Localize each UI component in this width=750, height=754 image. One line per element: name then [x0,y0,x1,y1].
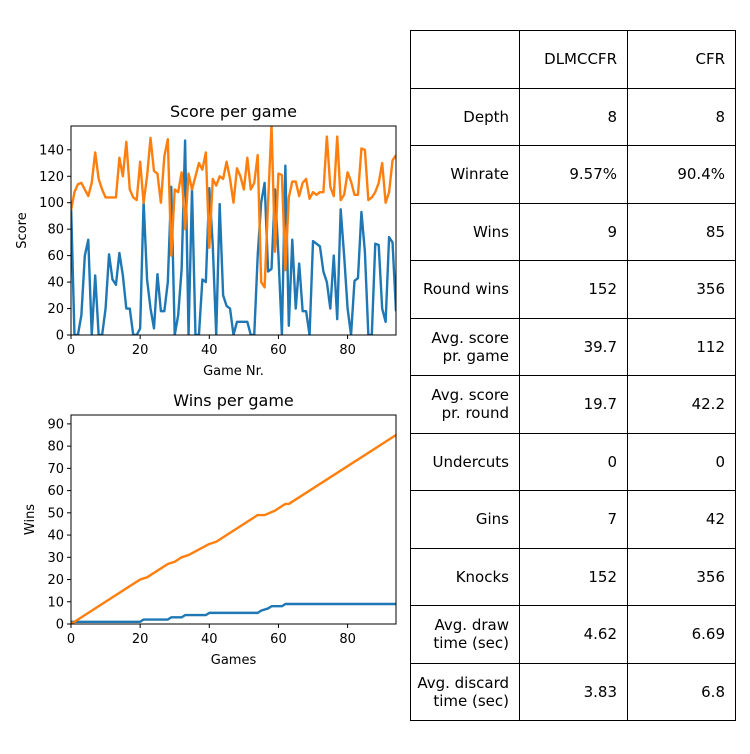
dlmccfr-value: 19.7 [519,375,628,434]
row-label: Avg. discard time (sec) [410,662,520,721]
x-tick-label: 80 [339,632,356,647]
y-axis-label: Score [15,212,30,248]
table-row: Avg. draw time (sec) 4.62 6.69 [410,605,736,664]
y-tick-label: 20 [47,302,64,317]
dlmccfr-value: 152 [519,547,628,606]
y-tick-label: 40 [47,529,64,544]
cfr-value: 85 [627,202,736,261]
dlmccfr-value: 0 [519,432,628,491]
series-line-1 [71,126,396,289]
x-tick-label: 20 [132,632,149,647]
x-tick-label: 40 [201,343,218,358]
cfr-value: 112 [627,317,736,376]
x-tick-label: 0 [67,343,75,358]
cfr-value: 6.8 [627,662,736,721]
column-header [410,30,520,89]
y-tick-label: 120 [39,170,64,185]
y-tick-label: 100 [39,196,64,211]
row-label: Round wins [410,260,520,319]
chart-title: Score per game [170,102,297,121]
axes-frame [70,414,397,625]
series-line-0 [71,602,396,623]
row-label: Undercuts [410,432,520,491]
y-tick-label: 20 [47,573,64,588]
dlmccfr-value: 9.57% [519,145,628,204]
table-row: Undercuts 0 0 [410,432,736,491]
stats-table: DLMCCFR CFR Depth 8 8 Winrate 9.57% 90.4% Wins 9 8… [410,30,736,721]
column-header: CFR [627,30,736,89]
x-axis-label: Games [211,653,257,668]
y-tick-label: 70 [47,462,64,477]
table-row: Depth 8 8 [410,87,736,146]
cfr-value: 0 [627,432,736,491]
x-tick-label: 60 [270,632,287,647]
cfr-value: 8 [627,87,736,146]
cfr-value: 6.69 [627,605,736,664]
row-label: Avg. score pr. game [410,317,520,376]
dlmccfr-value: 39.7 [519,317,628,376]
row-label: Avg. score pr. round [410,375,520,434]
y-tick-label: 80 [47,440,64,455]
row-label: Winrate [410,145,520,204]
dlmccfr-value: 9 [519,202,628,261]
cfr-value: 90.4% [627,145,736,204]
table-row: Round wins 152 356 [410,260,736,319]
table-row: Wins 9 85 [410,202,736,261]
x-tick-label: 80 [339,343,356,358]
dlmccfr-value: 4.62 [519,605,628,664]
y-tick-label: 10 [47,595,64,610]
table-row: Winrate 9.57% 90.4% [410,145,736,204]
y-axis-label: Wins [23,504,38,535]
dlmccfr-value: 7 [519,490,628,549]
x-tick-label: 60 [270,343,287,358]
axes-frame [70,125,397,336]
y-tick-label: 0 [56,329,64,344]
row-label: Avg. draw time (sec) [410,605,520,664]
table-row: Avg. score pr. round 19.7 42.2 [410,375,736,434]
y-tick-label: 50 [47,506,64,521]
y-tick-label: 80 [47,223,64,238]
row-label: Knocks [410,547,520,606]
row-label: Wins [410,202,520,261]
cfr-value: 356 [627,547,736,606]
chart-title: Wins per game [173,391,294,410]
x-tick-label: 40 [201,632,218,647]
row-label: Depth [410,87,520,146]
row-label: Gins [410,490,520,549]
table-header-row: DLMCCFR CFR [410,30,736,89]
y-tick-label: 30 [47,551,64,566]
y-tick-label: 60 [47,249,64,264]
series-line-0 [71,139,396,335]
dlmccfr-value: 152 [519,260,628,319]
table-row: Gins 7 42 [410,490,736,549]
column-header: DLMCCFR [519,30,628,89]
y-tick-label: 140 [39,143,64,158]
x-tick-label: 0 [67,632,75,647]
y-tick-label: 90 [47,417,64,432]
y-tick-label: 0 [56,618,64,633]
dlmccfr-value: 8 [519,87,628,146]
cfr-value: 42.2 [627,375,736,434]
table-row: Avg. score pr. game 39.7 112 [410,317,736,376]
y-tick-label: 60 [47,484,64,499]
table-row: Knocks 152 356 [410,547,736,606]
x-tick-label: 20 [132,343,149,358]
table-row: Avg. discard time (sec) 3.83 6.8 [410,662,736,721]
y-tick-label: 40 [47,276,64,291]
cfr-value: 42 [627,490,736,549]
cfr-value: 356 [627,260,736,319]
series-line-1 [71,434,396,624]
dlmccfr-value: 3.83 [519,662,628,721]
x-axis-label: Game Nr. [203,364,264,379]
